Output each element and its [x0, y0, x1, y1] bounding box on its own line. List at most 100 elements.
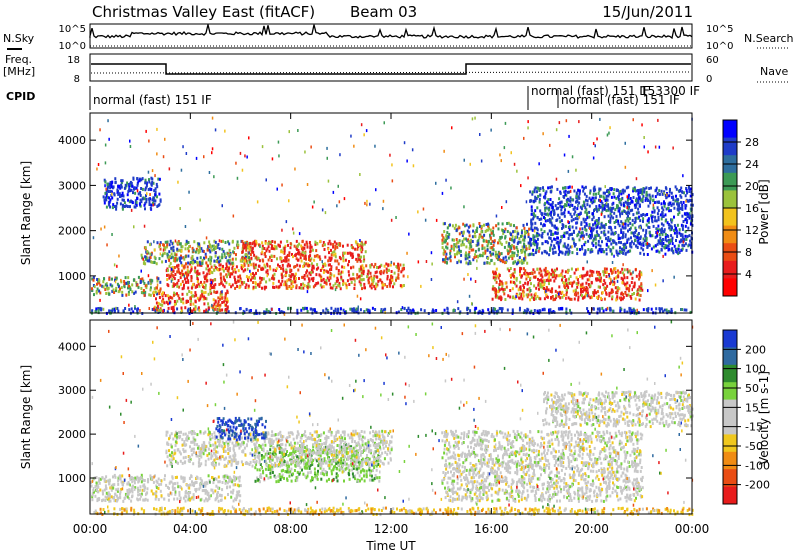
heatmap-cell	[354, 509, 357, 513]
heatmap-cell	[469, 242, 472, 246]
heatmap-cell	[237, 279, 240, 283]
heatmap-cell	[688, 234, 691, 238]
heatmap-cell	[164, 247, 167, 251]
heatmap-cell	[229, 258, 232, 262]
heatmap-cell	[628, 228, 631, 231]
heatmap-cell	[545, 273, 548, 277]
heatmap-speckle	[311, 205, 314, 209]
heatmap-cell	[662, 230, 665, 234]
heatmap-cell	[248, 260, 251, 264]
heatmap-cell	[510, 275, 512, 279]
heatmap-cell	[686, 219, 689, 223]
heatmap-cell	[114, 181, 117, 185]
heatmap-cell	[306, 274, 309, 278]
heatmap-cell	[248, 509, 251, 513]
heatmap-cell	[248, 248, 251, 252]
heatmap-cell	[525, 271, 528, 275]
heatmap-cell	[531, 209, 534, 213]
heatmap-cell	[627, 293, 630, 297]
heatmap-cell	[602, 270, 605, 274]
heatmap-speckle	[391, 163, 393, 167]
heatmap-cell	[263, 285, 266, 289]
heatmap-speckle	[164, 137, 166, 141]
heatmap-cell	[537, 186, 539, 190]
heatmap-speckle	[458, 248, 460, 252]
heatmap-cell	[179, 259, 182, 263]
heatmap-cell	[470, 248, 473, 252]
heatmap-cell	[639, 224, 642, 228]
heatmap-cell	[96, 287, 99, 291]
nave-label: Nave	[760, 65, 788, 78]
heatmap-cell	[659, 236, 662, 240]
heatmap-cell	[504, 298, 507, 301]
heatmap-cell	[151, 308, 154, 311]
heatmap-cell	[241, 259, 244, 263]
heatmap-cell	[149, 243, 152, 247]
heatmap-cell	[517, 240, 520, 244]
heatmap-cell	[492, 243, 495, 247]
heatmap-cell	[533, 284, 536, 288]
heatmap-speckle	[137, 180, 139, 184]
heatmap-cell	[207, 292, 210, 296]
heatmap-cell	[652, 206, 655, 210]
heatmap-cell	[307, 277, 310, 281]
heatmap-cell	[642, 217, 645, 221]
heatmap-cell	[172, 269, 175, 273]
heatmap-cell	[382, 271, 385, 275]
heatmap-speckle	[106, 183, 108, 187]
heatmap-speckle	[545, 289, 547, 293]
heatmap-cell	[263, 252, 266, 256]
heatmap-cell	[633, 507, 636, 511]
heatmap-cell	[572, 207, 575, 211]
heatmap-cell	[603, 206, 606, 210]
heatmap-speckle	[365, 129, 368, 133]
heatmap-cell	[182, 286, 185, 290]
heatmap-cell	[605, 237, 607, 241]
heatmap-cell	[277, 243, 280, 247]
heatmap-speckle	[147, 280, 150, 284]
heatmap-cell	[174, 257, 177, 260]
heatmap-cell	[152, 181, 155, 185]
heatmap-speckle	[596, 272, 599, 276]
heatmap-cell	[550, 239, 553, 243]
heatmap-cell	[319, 508, 321, 512]
heatmap-cell	[558, 250, 561, 254]
heatmap-speckle	[503, 146, 506, 150]
heatmap-speckle	[326, 146, 328, 150]
heatmap-cell	[131, 184, 134, 188]
heatmap-cell	[476, 243, 479, 247]
heatmap-cell	[581, 227, 584, 231]
heatmap-cell	[303, 256, 306, 260]
heatmap-cell	[397, 273, 400, 277]
heatmap-cell	[670, 220, 673, 224]
heatmap-cell	[561, 269, 564, 273]
heatmap-cell	[242, 265, 245, 269]
heatmap-cell	[336, 245, 339, 249]
heatmap-cell	[419, 510, 422, 514]
heatmap-cell	[609, 237, 612, 241]
heatmap-cell	[541, 308, 544, 312]
heatmap-cell	[550, 190, 553, 194]
heatmap-cell	[463, 237, 466, 241]
heatmap-cell	[146, 257, 149, 261]
heatmap-cell	[538, 271, 541, 275]
heatmap-cell	[192, 260, 195, 264]
heatmap-cell	[150, 183, 153, 187]
heatmap-cell	[159, 307, 162, 311]
heatmap-cell	[204, 290, 207, 294]
heatmap-cell	[271, 240, 274, 243]
heatmap-cell	[444, 255, 447, 259]
heatmap-cell	[634, 217, 637, 220]
heatmap-cell	[176, 299, 179, 303]
heatmap-cell	[568, 277, 570, 281]
heatmap-speckle	[103, 225, 106, 229]
heatmap-cell	[671, 218, 674, 222]
heatmap-cell	[494, 271, 497, 275]
heatmap-cell	[606, 238, 609, 242]
heatmap-cell	[561, 235, 563, 239]
heatmap-cell	[491, 239, 494, 243]
heatmap-cell	[112, 288, 115, 292]
heatmap-cell	[121, 207, 124, 211]
heatmap-cell	[166, 273, 168, 277]
heatmap-cell	[174, 509, 177, 513]
